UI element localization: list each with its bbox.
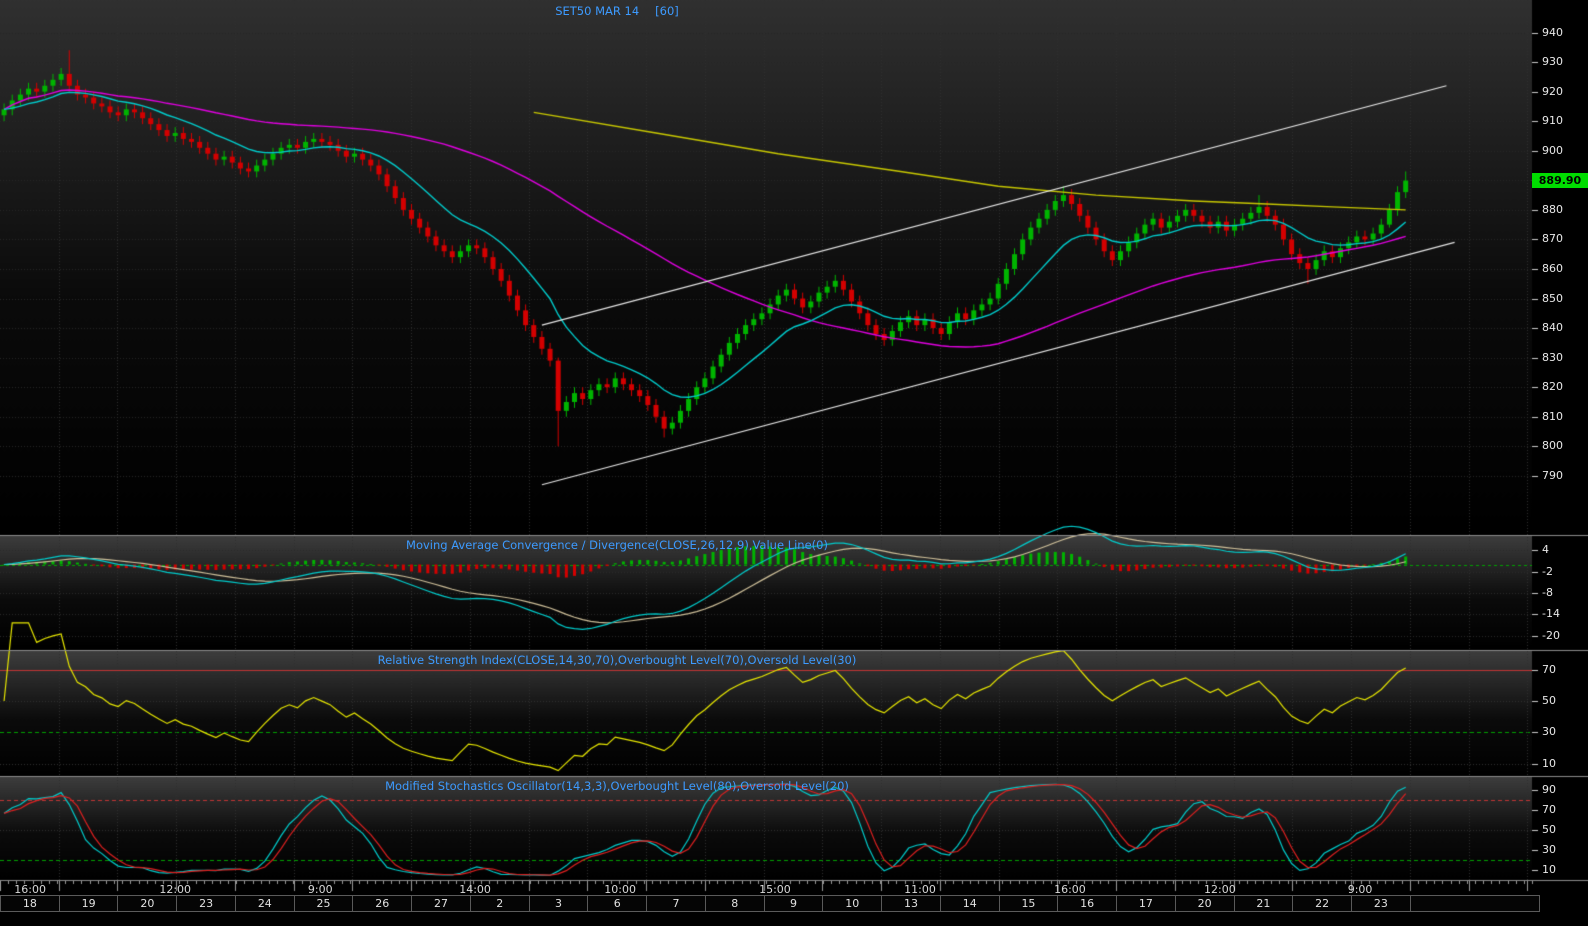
- price-tick-label: 870: [1542, 232, 1563, 246]
- last-price-badge: 889.90: [1532, 172, 1588, 188]
- price-tick-label: 840: [1542, 321, 1563, 335]
- rsi-tick-label: 10: [1542, 756, 1556, 770]
- time-label: 16:00: [14, 883, 46, 896]
- price-tick-label: 880: [1542, 202, 1563, 216]
- date-cell: 22: [1292, 895, 1353, 912]
- time-label: 10:00: [604, 883, 636, 896]
- stoch-tick-label: 10: [1542, 863, 1556, 876]
- time-label: 9:00: [1347, 883, 1373, 896]
- price-tick-label: 830: [1542, 350, 1563, 364]
- date-cell: 19: [58, 895, 119, 912]
- date-cell: 13: [881, 895, 941, 912]
- price-tick-label: 900: [1542, 143, 1563, 157]
- time-label: 12:00: [1204, 883, 1236, 896]
- date-cell-empty: [1409, 895, 1540, 912]
- date-cell: 7: [646, 895, 706, 912]
- date-axis[interactable]: 18 19 20 23 24 25 26 27 2 3 6 7 8 9 10 13 14 15 16 17 20 21 22…: [0, 895, 1588, 912]
- date-cell: 27: [411, 895, 471, 912]
- price-tick-label: 790: [1542, 468, 1563, 482]
- price-tick-label: 910: [1542, 114, 1563, 128]
- date-cell: 25: [293, 895, 354, 912]
- price-axis-labels: 9409309209109008908808708608508408308208…: [1540, 0, 1588, 926]
- macd-tick-label: -14: [1542, 607, 1560, 621]
- date-cell: 2: [469, 895, 530, 912]
- date-cell: 24: [234, 895, 295, 912]
- date-cell: 17: [1116, 895, 1176, 912]
- price-tick-label: 940: [1542, 25, 1563, 39]
- date-cell: 3: [528, 895, 589, 912]
- price-tick-label: 920: [1542, 84, 1563, 98]
- date-cell: 20: [1174, 895, 1235, 912]
- time-label: 9:00: [307, 883, 333, 896]
- price-tick-label: 850: [1542, 291, 1563, 305]
- date-cell: 23: [1351, 895, 1411, 912]
- date-cell: 23: [176, 895, 236, 912]
- stoch-tick-label: 30: [1542, 843, 1556, 856]
- date-cell: 18: [0, 895, 60, 912]
- rsi-tick-label: 70: [1542, 662, 1556, 676]
- date-cell: 26: [352, 895, 413, 912]
- macd-tick-label: 4: [1542, 543, 1549, 557]
- date-cell: 20: [117, 895, 178, 912]
- date-cell: 16: [1057, 895, 1118, 912]
- stoch-tick-label: 70: [1542, 803, 1556, 816]
- time-label: 12:00: [159, 883, 192, 896]
- stoch-tick-label: 90: [1542, 783, 1556, 796]
- macd-tick-label: -8: [1542, 586, 1553, 599]
- date-cell: 21: [1233, 895, 1294, 912]
- time-axis[interactable]: 16:00 12:00 9:00 14:00 10:00 15:00 11:00 16:00 1…: [0, 883, 1532, 896]
- macd-tick-label: -20: [1542, 628, 1560, 642]
- date-cell: 14: [939, 895, 1000, 912]
- price-tick-label: 930: [1542, 55, 1563, 69]
- time-label: 11:00: [904, 883, 936, 896]
- price-tick-label: 820: [1542, 380, 1563, 394]
- time-label: 15:00: [759, 883, 791, 896]
- price-tick-label: 810: [1542, 409, 1563, 423]
- price-tick-label: 800: [1542, 439, 1563, 453]
- date-cell: 15: [998, 895, 1059, 912]
- time-label: 16:00: [1054, 883, 1086, 896]
- macd-tick-label: -2: [1542, 564, 1553, 578]
- date-cell: 10: [822, 895, 883, 912]
- date-cell: 9: [763, 895, 824, 912]
- date-cell: 8: [704, 895, 765, 912]
- rsi-tick-label: 50: [1542, 694, 1556, 707]
- time-label: 14:00: [459, 883, 491, 896]
- price-tick-label: 860: [1542, 261, 1563, 275]
- stoch-tick-label: 50: [1542, 823, 1556, 836]
- date-cell: 6: [587, 895, 648, 912]
- rsi-tick-label: 30: [1542, 725, 1556, 739]
